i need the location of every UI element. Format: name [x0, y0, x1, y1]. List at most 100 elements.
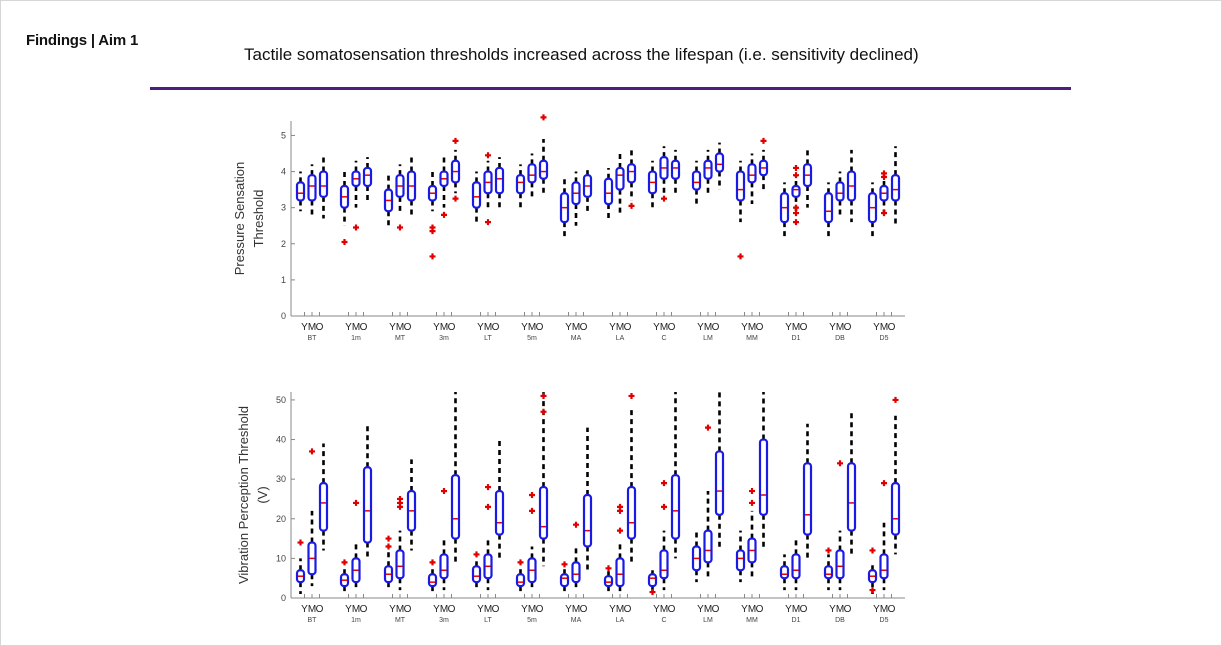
outlier-marker	[485, 152, 491, 159]
x-tick-label-M: M	[484, 322, 492, 333]
box	[471, 565, 482, 584]
outlier-marker	[661, 480, 667, 487]
y-tick-label: 20	[276, 514, 286, 524]
x-tick-label-Y: Y	[345, 322, 352, 333]
box	[615, 166, 625, 191]
box	[691, 170, 702, 191]
x-tick-label-Y: Y	[785, 322, 792, 333]
x-group-label: D5	[880, 335, 889, 342]
x-tick-label-Y: Y	[653, 322, 660, 333]
x-group-label: D1	[792, 617, 801, 624]
box	[758, 438, 769, 516]
x-tick-label-O: O	[668, 322, 676, 333]
x-tick-label-M: M	[748, 604, 756, 615]
x-tick-label-O: O	[360, 604, 368, 615]
x-tick-label-Y: Y	[301, 322, 308, 333]
outlier-marker	[452, 137, 459, 144]
x-tick-label-M: M	[572, 322, 580, 333]
x-tick-label-M: M	[880, 322, 888, 333]
x-tick-label-Y: Y	[785, 604, 792, 615]
outlier-marker	[881, 210, 887, 217]
x-group-label: C	[661, 335, 666, 342]
x-tick-label-Y: Y	[477, 322, 484, 333]
outlier-marker	[661, 503, 667, 510]
outlier-marker	[705, 424, 711, 431]
x-tick-label-O: O	[800, 604, 808, 615]
outlier-marker	[529, 507, 535, 514]
outlier-marker	[485, 219, 491, 226]
outlier-marker	[397, 495, 403, 502]
x-tick-label-M: M	[660, 604, 668, 615]
x-group-label: 5m	[527, 335, 537, 342]
box	[538, 485, 549, 540]
box	[735, 170, 746, 202]
x-group-label: D1	[792, 335, 801, 342]
x-group-label: C	[661, 617, 666, 624]
x-tick-label-O: O	[624, 322, 632, 333]
y-axis-label: (V)	[255, 486, 270, 503]
x-tick-label-Y: Y	[829, 322, 836, 333]
x-tick-label-M: M	[748, 322, 756, 333]
outlier-marker	[837, 460, 843, 467]
outlier-marker	[793, 164, 799, 171]
x-tick-label-M: M	[836, 604, 844, 615]
x-group-label: MT	[395, 617, 406, 624]
x-group-label: MA	[571, 335, 582, 342]
x-group-label: LT	[484, 617, 492, 624]
x-tick-label-O: O	[316, 604, 324, 615]
x-group-label: 1m	[351, 335, 361, 342]
box	[318, 170, 329, 198]
box	[714, 450, 725, 516]
box	[362, 466, 373, 544]
x-tick-label-O: O	[492, 604, 500, 615]
y-axis-label: Pressure Sensation	[232, 162, 247, 275]
box	[395, 549, 405, 580]
x-tick-label-Y: Y	[521, 322, 528, 333]
outlier-marker	[605, 565, 612, 572]
box	[603, 177, 614, 206]
x-tick-label-M: M	[616, 322, 624, 333]
x-tick-label-Y: Y	[697, 604, 704, 615]
x-group-label: LM	[703, 335, 713, 342]
box	[626, 485, 637, 540]
box	[670, 474, 681, 540]
outlier-marker	[793, 172, 799, 179]
x-tick-label-O: O	[448, 604, 456, 615]
box	[647, 573, 658, 588]
x-tick-label-M: M	[792, 604, 800, 615]
box	[835, 181, 845, 202]
box	[450, 474, 461, 540]
x-group-label: MM	[746, 335, 758, 342]
x-tick-label-M: M	[792, 322, 800, 333]
x-tick-label-M: M	[880, 604, 888, 615]
outlier-marker	[429, 253, 436, 260]
y-tick-label: 2	[281, 239, 286, 249]
x-tick-label-Y: Y	[741, 322, 748, 333]
y-tick-label: 5	[281, 130, 286, 140]
box	[471, 181, 482, 209]
x-tick-label-O: O	[404, 604, 412, 615]
outlier-marker	[649, 589, 656, 596]
x-tick-label-Y: Y	[741, 604, 748, 615]
outlier-marker	[793, 204, 799, 211]
x-group-label: BT	[308, 335, 318, 342]
outlier-marker	[661, 195, 667, 202]
box	[714, 152, 725, 173]
x-tick-label-M: M	[660, 322, 668, 333]
outlier-marker	[540, 114, 547, 121]
x-tick-label-O: O	[492, 322, 500, 333]
x-tick-label-O: O	[712, 604, 720, 615]
outlier-marker	[341, 238, 348, 245]
outlier-marker	[441, 488, 447, 495]
box	[802, 462, 813, 536]
outlier-marker	[517, 559, 524, 566]
x-group-label: BT	[308, 617, 318, 624]
outlier-marker	[617, 503, 623, 510]
x-tick-label-M: M	[308, 604, 316, 615]
box	[835, 549, 845, 580]
x-tick-label-Y: Y	[521, 604, 528, 615]
box	[515, 174, 526, 195]
y-tick-label: 50	[276, 395, 286, 405]
box	[427, 573, 438, 588]
